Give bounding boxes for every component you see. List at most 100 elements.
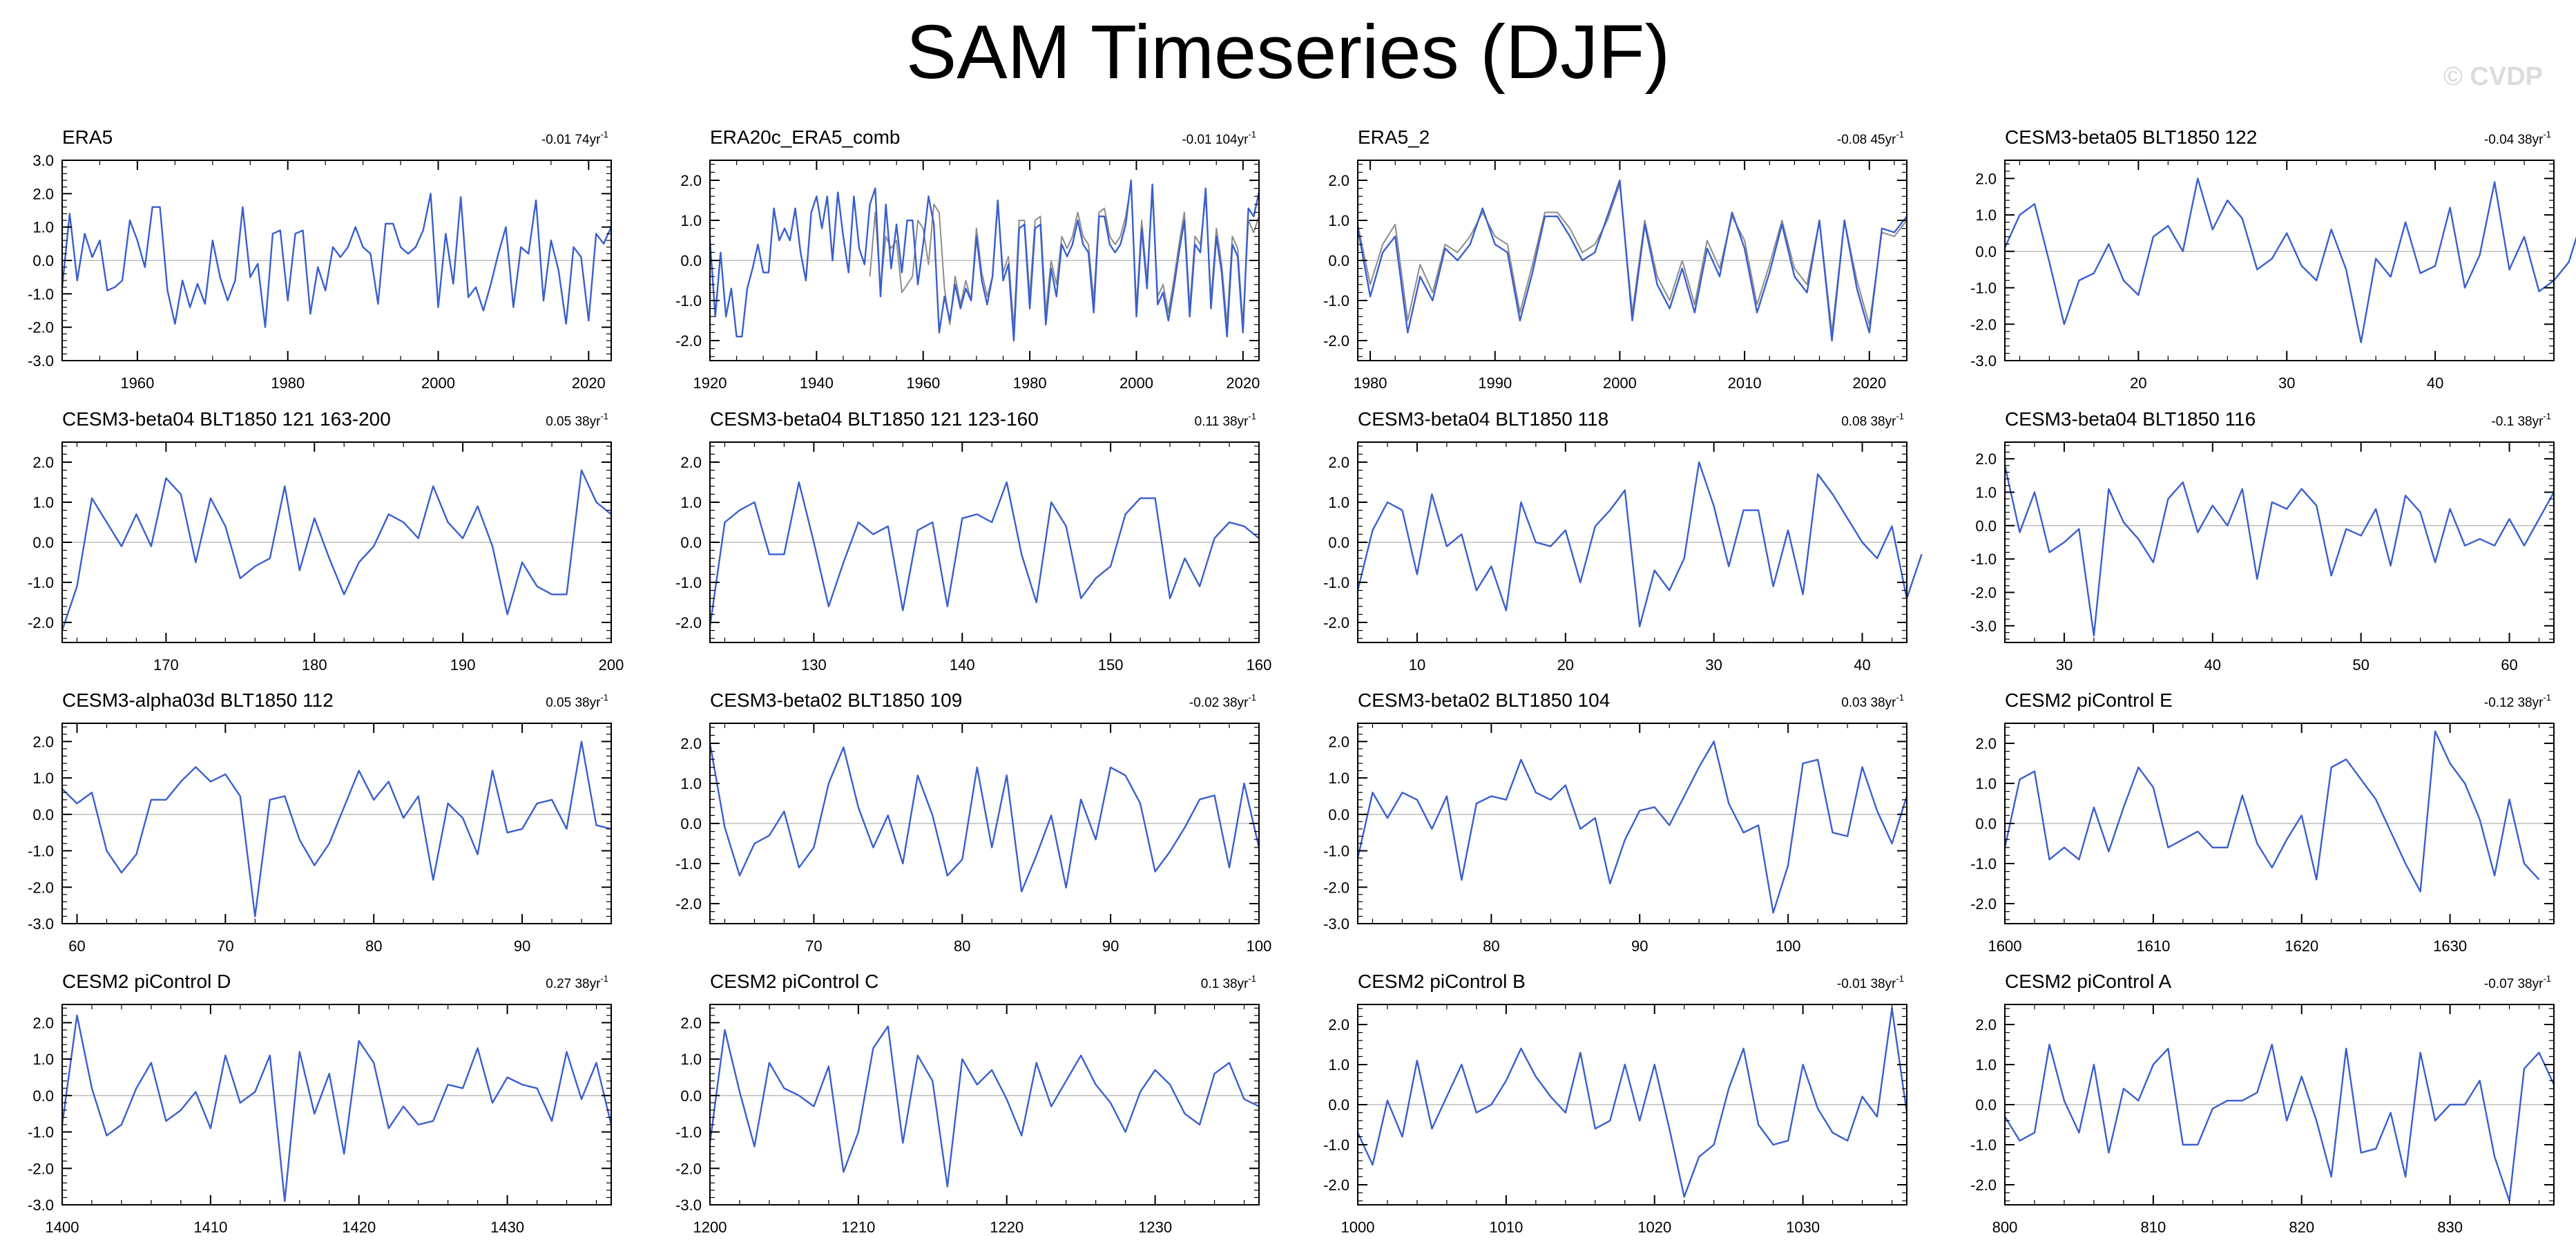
plot-frame [61,1004,612,1205]
trend-exponent: -1 [1896,973,1904,984]
x-tick-label: 90 [1102,937,1119,955]
y-tick-label: 1.0 [1328,212,1349,229]
panel-name: CESM3-alpha03d BLT1850 112 [62,689,334,711]
trend-label: 0.03 38yr-1 [1841,692,1904,710]
y-tick-label: 2.0 [1328,733,1349,750]
trend-label: -0.01 104yr-1 [1182,129,1256,147]
x-tick-label: 20 [1557,656,1574,674]
trend-value: 0.05 38yr [546,696,601,710]
x-tick-label: 50 [2352,656,2369,674]
x-tick-label: 1620 [2285,937,2318,955]
y-tick-label: 1.0 [1975,775,1997,792]
y-tick-label: -2.0 [28,1160,54,1177]
x-tick-label: 1000 [1341,1219,1375,1236]
trend-exponent: -1 [1896,129,1904,140]
y-tick-label: 0.0 [1975,815,1997,832]
y-tick-label: -2.0 [28,319,54,336]
trend-exponent: -1 [2543,692,2551,703]
x-tick-label: 100 [1776,937,1801,955]
x-tick-label: 20 [2130,374,2146,392]
y-tick-label: -1.0 [1323,843,1349,860]
y-tick-label: -2.0 [1323,879,1349,896]
page-title: SAM Timeseries (DJF) [905,10,1671,95]
trend-value: -0.01 74yr [541,133,601,147]
x-tick-label: 1230 [1138,1219,1172,1236]
panel-name: CESM2 piControl A [2005,971,2172,992]
trend-label: -0.08 45yr-1 [1837,129,1904,147]
credit-watermark: © CVDP [2443,62,2543,91]
y-tick-label: 2.0 [680,454,702,471]
series-line [1356,1007,1908,1198]
trend-value: 0.1 38yr [1201,977,1249,991]
x-tick-label: 200 [599,656,624,674]
x-tick-label: 150 [1098,656,1124,674]
x-tick-label: 190 [450,656,476,674]
y-tick-label: 1.0 [32,494,54,511]
panel-name: CESM3-beta04 BLT1850 116 [2005,408,2256,430]
y-tick-label: -2.0 [675,332,702,350]
panel-name: CESM3-beta05 BLT1850 122 [2005,126,2257,148]
series-line [709,1025,1260,1188]
y-tick-label: 0.0 [1975,517,1997,535]
trend-exponent: -1 [600,129,608,140]
trend-exponent: -1 [1248,411,1256,421]
y-tick-label: -1.0 [28,843,54,860]
trend-value: -0.12 38yr [2484,696,2544,710]
x-tick-label: 1030 [1786,1219,1820,1236]
x-tick-label: 830 [2437,1219,2463,1236]
panel-name: CESM2 piControl D [62,971,231,992]
y-tick-label: -1.0 [1970,1136,1997,1154]
y-tick-label: 2.0 [1328,172,1349,189]
y-tick-label: -1.0 [1323,574,1349,591]
secondary-series-line [1357,183,1907,334]
chart-panel: CESM3-beta04 BLT1850 121 123-160 0.11 38y… [675,408,1271,674]
y-tick-label: 2.0 [32,733,54,750]
chart-panel: ERA20c_ERA5_comb -0.01 104yr-1 -2.0 -1.0 0.0… [675,126,1260,392]
y-tick-label: 0.0 [680,1087,702,1105]
series-line [61,1014,613,1202]
x-tick-label: 60 [68,937,85,955]
x-tick-label: 160 [1247,656,1272,674]
series-line [2003,1043,2555,1202]
plot-frame [2004,160,2555,361]
series-line [1356,461,1923,627]
trend-label: -0.12 38yr-1 [2484,692,2551,710]
trend-exponent: -1 [2543,973,2551,984]
y-tick-label: 1.0 [1975,207,1997,224]
trend-label: 0.11 38yr-1 [1195,411,1256,429]
y-tick-label: 1.0 [680,1051,702,1068]
panel-name: ERA5_2 [1358,126,1430,148]
y-tick-label: 0.0 [680,534,702,551]
x-tick-label: 10 [1409,656,1425,674]
x-tick-label: 1020 [1637,1219,1671,1236]
trend-exponent: -1 [1896,411,1904,421]
y-tick-label: 1.0 [1328,770,1349,787]
x-tick-label: 1960 [906,374,940,392]
x-tick-label: 40 [2427,374,2443,392]
trend-value: -0.07 38yr [2484,977,2544,991]
panel-name: CESM3-beta02 BLT1850 104 [1358,689,1610,711]
y-tick-label: -1.0 [675,292,702,309]
x-tick-label: 30 [2056,656,2073,674]
x-tick-label: 1200 [693,1219,727,1236]
trend-value: 0.11 38yr [1195,414,1249,429]
trend-label: -0.07 38yr-1 [2484,973,2551,991]
y-tick-label: 1.0 [680,494,702,511]
y-tick-label: -2.0 [675,1160,702,1177]
y-tick-label: -2.0 [28,614,54,631]
trend-exponent: -1 [600,411,608,421]
y-tick-label: 1.0 [1328,1056,1349,1074]
y-tick-label: -1.0 [1970,551,1997,568]
x-tick-label: 140 [950,656,975,674]
panel-name: ERA5 [62,126,113,148]
x-tick-label: 30 [2278,374,2295,392]
x-tick-label: 1610 [2136,937,2170,955]
trend-label: -0.01 74yr-1 [541,129,608,147]
y-tick-label: 1.0 [680,775,702,792]
y-tick-label: 0.0 [32,1087,54,1105]
x-tick-label: 70 [217,937,233,955]
x-tick-label: 1960 [120,374,154,392]
series-line [61,741,612,917]
trend-label: 0.08 38yr-1 [1841,411,1904,429]
